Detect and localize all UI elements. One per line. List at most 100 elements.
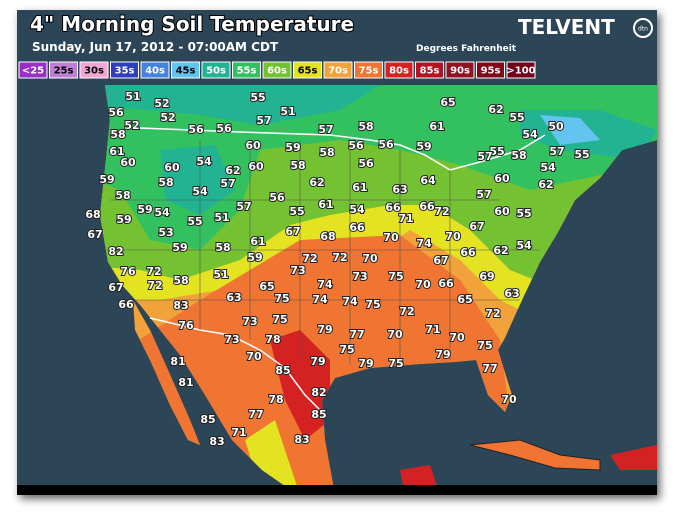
station-temperature: 62 bbox=[493, 244, 508, 257]
station-temperature: 51 bbox=[214, 211, 229, 224]
map-frame: 4" Morning Soil Temperature Sunday, Jun … bbox=[17, 10, 657, 495]
station-temperature: 58 bbox=[158, 176, 173, 189]
station-temperature: 60 bbox=[120, 156, 136, 169]
station-temperature: 63 bbox=[392, 183, 407, 196]
legend-swatch bbox=[18, 61, 48, 79]
station-temperature: 85 bbox=[200, 413, 215, 426]
station-temperature: 66 bbox=[385, 201, 401, 214]
legend-swatch bbox=[354, 61, 383, 79]
brand: TELVENT bbox=[518, 15, 615, 39]
station-temperature: 66 bbox=[118, 298, 134, 311]
station-temperature: 54 bbox=[516, 239, 532, 252]
station-temperature: 77 bbox=[482, 362, 497, 375]
station-temperature: 63 bbox=[504, 287, 519, 300]
state-lines bbox=[105, 140, 540, 365]
legend-swatch bbox=[232, 61, 261, 79]
station-temperature: 79 bbox=[358, 357, 373, 370]
station-temperature: 55 bbox=[574, 148, 589, 161]
legend-label: 80s bbox=[389, 66, 409, 77]
legend-swatch bbox=[140, 61, 170, 79]
legend-label: 45s bbox=[176, 66, 196, 77]
brand-logo bbox=[633, 18, 653, 38]
station-temperature: 67 bbox=[285, 225, 300, 238]
legend-label: 25s bbox=[54, 66, 74, 77]
station-temperature: 75 bbox=[339, 343, 354, 356]
station-temperature: 78 bbox=[268, 393, 283, 406]
station-temperature: 70 bbox=[445, 230, 461, 243]
station-temperature: 74 bbox=[342, 295, 358, 308]
canada-border bbox=[139, 127, 546, 171]
station-temperature: 68 bbox=[320, 230, 335, 243]
legend-label: >100 bbox=[506, 66, 535, 77]
station-temperature: 81 bbox=[178, 376, 193, 389]
hispaniola bbox=[610, 445, 657, 470]
legend: <25 25s 30s 35s 40s 45s 50s 55s 60s 65s 70s 75s 80s 8… bbox=[18, 61, 536, 79]
station-temperature: 61 bbox=[318, 198, 333, 211]
legend-label: 40s bbox=[145, 66, 165, 77]
station-temperature: 77 bbox=[248, 408, 263, 421]
station-temperature: 85 bbox=[311, 408, 326, 421]
station-temperature: 56 bbox=[378, 138, 394, 151]
station-temperature: 59 bbox=[416, 140, 431, 153]
station-temperature: 55 bbox=[289, 205, 304, 218]
legend-swatch bbox=[171, 61, 200, 79]
station-temperature: 55 bbox=[489, 145, 504, 158]
legend-swatch bbox=[293, 61, 322, 79]
legend-label: 60s bbox=[267, 66, 287, 77]
station-temperature: 57 bbox=[477, 150, 492, 163]
station-temperature: 67 bbox=[469, 220, 484, 233]
station-temperature: 58 bbox=[115, 189, 130, 202]
station-temperature: 73 bbox=[352, 270, 367, 283]
station-temperature: 66 bbox=[419, 200, 435, 213]
station-temperature: 54 bbox=[154, 206, 170, 219]
station-temperature: 62 bbox=[538, 178, 553, 191]
station-temperature: 72 bbox=[434, 205, 449, 218]
station-temperature: 54 bbox=[196, 155, 212, 168]
units: Degrees Fahrenheit bbox=[416, 44, 517, 54]
legend-label: 35s bbox=[115, 66, 135, 77]
station-temperature: 73 bbox=[242, 315, 257, 328]
station-temperature: 56 bbox=[269, 191, 285, 204]
station-temperature: 77 bbox=[349, 328, 364, 341]
zone-50s bbox=[100, 85, 657, 215]
station-temperature: 55 bbox=[509, 111, 524, 124]
station-temperature: 61 bbox=[352, 181, 367, 194]
station-temperature: 59 bbox=[116, 213, 131, 226]
station-temperature: 76 bbox=[120, 265, 136, 278]
station-temperature: 72 bbox=[146, 265, 161, 278]
legend-label: 95s bbox=[481, 66, 501, 77]
station-temperature: 74 bbox=[416, 237, 432, 250]
station-temperature: 83 bbox=[294, 433, 309, 446]
station-temperature: 56 bbox=[348, 139, 364, 152]
station-temperature: 62 bbox=[225, 164, 240, 177]
legend-label: 85s bbox=[420, 66, 440, 77]
zone-45s bbox=[540, 115, 600, 145]
title: 4" Morning Soil Temperature bbox=[30, 12, 354, 36]
legend-label: 75s bbox=[359, 66, 379, 77]
station-temperature: 75 bbox=[388, 270, 403, 283]
station-temperature: 61 bbox=[250, 235, 265, 248]
station-temperature: 70 bbox=[501, 393, 517, 406]
station-temperature: 81 bbox=[170, 355, 185, 368]
station-temperature: 71 bbox=[231, 426, 246, 439]
station-temperature: 66 bbox=[460, 246, 476, 259]
station-temperature: 60 bbox=[494, 172, 510, 185]
station-temperature: 68 bbox=[85, 208, 100, 221]
station-temperature: 50 bbox=[548, 120, 564, 133]
legend-label: 90s bbox=[450, 66, 470, 77]
station-temperature: 56 bbox=[108, 106, 124, 119]
station-temperature: 66 bbox=[438, 277, 454, 290]
station-temperature: 64 bbox=[420, 174, 436, 187]
station-temperature: 65 bbox=[457, 293, 472, 306]
legend-swatch bbox=[79, 61, 109, 79]
station-temperature: 73 bbox=[290, 264, 305, 277]
station-temperature: 57 bbox=[236, 200, 251, 213]
station-temperature: 59 bbox=[247, 251, 262, 264]
legend-label: 30s bbox=[84, 66, 104, 77]
station-temperature: 75 bbox=[272, 313, 287, 326]
station-temperature: 57 bbox=[549, 145, 564, 158]
station-temperature: 53 bbox=[158, 226, 173, 239]
station-temperature: 82 bbox=[311, 386, 326, 399]
station-temperature: 85 bbox=[275, 364, 290, 377]
